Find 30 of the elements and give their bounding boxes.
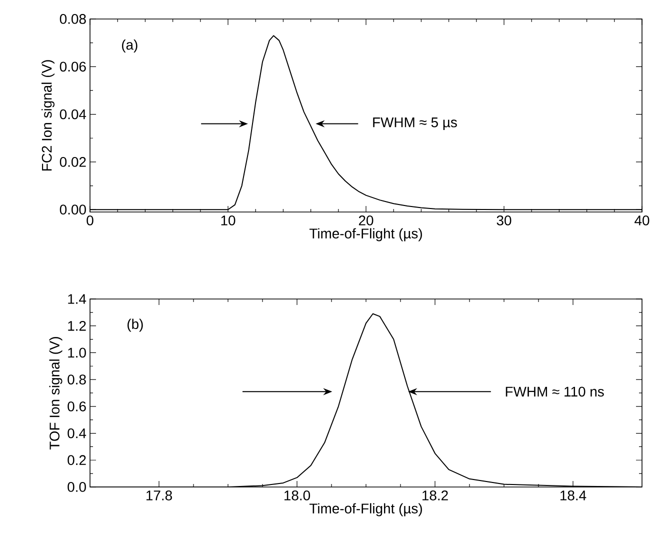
y-tick-label: 0.02 — [60, 157, 86, 167]
y-tick-label: 1.0 — [68, 348, 86, 358]
y-tick-label: 0.08 — [60, 14, 86, 24]
x-tick-label: 18.4 — [560, 490, 586, 500]
y-axis-title: FC2 Ion signal (V) — [42, 60, 54, 171]
y-tick-label: 0.0 — [68, 482, 86, 492]
annotation: (a) — [122, 40, 138, 53]
x-tick-label: 10 — [221, 215, 236, 226]
y-tick-label: 1.4 — [68, 294, 86, 304]
y-tick-label: 0.2 — [68, 455, 86, 466]
x-tick-label: 0 — [86, 215, 94, 226]
y-tick-label: 0.04 — [60, 109, 86, 120]
y-tick-label: 0.4 — [68, 428, 86, 438]
y-tick-label: 0.8 — [68, 374, 86, 384]
y-tick-label: 0.00 — [60, 204, 86, 215]
y-tick-label: 0.06 — [60, 62, 86, 72]
x-axis-title: Time-of-Flight (µs) — [309, 228, 422, 242]
x-axis-title: Time-of-Flight (µs) — [309, 503, 422, 516]
x-tick-label: 20 — [358, 215, 374, 226]
y-axis-title: TOF Ion signal (V) — [49, 337, 62, 450]
y-tick-label: 0.6 — [68, 401, 86, 412]
annotation: FWHM ≈ 5 µs — [373, 118, 457, 130]
x-tick-label: 30 — [496, 215, 512, 226]
x-tick-label: 18.2 — [422, 490, 448, 500]
annotation: FWHM ≈ 110 ns — [506, 386, 604, 397]
x-tick-label: 17.8 — [146, 490, 172, 500]
annotation: (b) — [128, 318, 143, 332]
x-tick-label: 18.0 — [284, 490, 310, 500]
y-tick-label: 1.2 — [68, 320, 86, 331]
x-tick-label: 40 — [634, 215, 650, 226]
